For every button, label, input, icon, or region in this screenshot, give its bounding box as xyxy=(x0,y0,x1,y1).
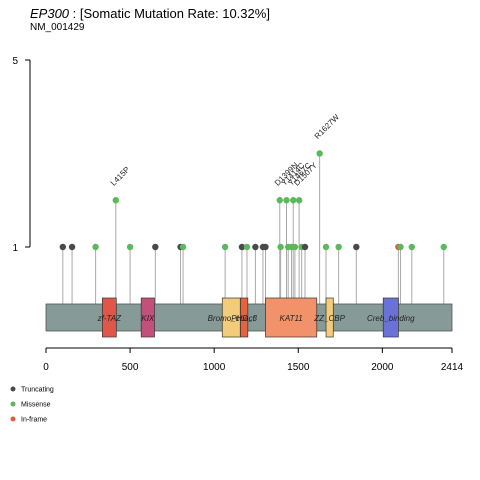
mutation-dot-1165 xyxy=(238,243,246,251)
mutation-dot-1480 xyxy=(291,243,299,251)
mutation-dot-1395 xyxy=(277,243,284,251)
domain-label-kix: KIX xyxy=(141,314,155,323)
mutation-label-r1627w: R1627W xyxy=(313,112,342,141)
x-tick-label-2000: 2000 xyxy=(371,362,394,373)
domain-label-zf-taz: zf-TAZ xyxy=(97,314,123,323)
mutation-dot-500 xyxy=(126,243,134,251)
mutation-dot-1305 xyxy=(262,243,269,251)
domain-zz-cbp xyxy=(325,297,334,338)
domain-label-creb-binding: Creb_binding xyxy=(367,314,415,323)
domain-creb-binding xyxy=(382,297,399,338)
mutation-dot-2175 xyxy=(408,243,416,251)
legend: Truncating Missense In-frame xyxy=(10,386,54,424)
domain-label-kat11: KAT11 xyxy=(279,314,302,323)
chart-subtitle: NM_001429 xyxy=(30,22,85,33)
mutation-dot-1740 xyxy=(335,243,342,251)
mutation-dot-1505 xyxy=(295,197,303,204)
domain-label-phd-3: PHD_3 xyxy=(231,314,257,323)
y-tick-label-5: 5 xyxy=(12,56,18,67)
mutation-dot-1470 xyxy=(290,197,297,204)
mutation-dot-1065 xyxy=(221,243,229,251)
mutation-dot-1430 xyxy=(283,197,290,204)
x-tick-label-2414: 2414 xyxy=(441,362,464,373)
mutation-dots xyxy=(59,150,447,251)
legend-dot-missense xyxy=(10,401,16,407)
mutation-dot-1245 xyxy=(252,243,259,251)
domain-kix xyxy=(140,297,155,338)
legend-dot-truncating xyxy=(10,386,16,392)
domain-phd-3 xyxy=(240,297,249,338)
mutation-dot-1390 xyxy=(276,197,283,204)
mutation-dot-815 xyxy=(179,243,187,251)
mutation-dot-1845 xyxy=(353,243,360,251)
mutation-dot-155 xyxy=(68,243,76,251)
title-gene: EP300 xyxy=(30,6,70,21)
mutation-dot-1540 xyxy=(301,243,309,251)
mutation-label-l415p: L415P xyxy=(109,165,132,188)
domain-kat11 xyxy=(265,297,318,338)
mutation-dot-100 xyxy=(59,243,67,251)
y-tick-label-1: 1 xyxy=(12,243,18,254)
x-tick-label-1000: 1000 xyxy=(203,362,226,373)
mutation-dot-2365 xyxy=(440,243,447,251)
domain-label-zz-cbp: ZZ_CBP xyxy=(313,314,345,323)
chart-title: EP300 : [Somatic Mutation Rate: 10.32%] xyxy=(30,6,270,21)
domain-zf-taz xyxy=(101,297,117,338)
mutation-stems xyxy=(62,153,445,304)
mutation-dot-1627 xyxy=(316,150,323,157)
title-mutation-rate: : [Somatic Mutation Rate: 10.32%] xyxy=(69,6,270,21)
legend-label-in-frame: In-frame xyxy=(21,417,47,424)
mutation-dot-1665 xyxy=(322,243,330,251)
y-axis: 5 1 xyxy=(12,56,31,254)
x-tick-label-1500: 1500 xyxy=(287,362,310,373)
domain-label-bromo-coact: Bromo_coact xyxy=(208,314,256,323)
protein-domains xyxy=(101,297,399,338)
mutation-dot-2108 xyxy=(397,243,404,251)
x-axis: 0 500 1000 1500 2000 2414 xyxy=(43,347,464,373)
mutation-dot-1195 xyxy=(243,243,251,251)
x-tick-label-500: 500 xyxy=(122,362,139,373)
mutation-dot-295 xyxy=(92,243,99,251)
legend-dot-in-frame xyxy=(10,416,16,422)
mutation-dot-415 xyxy=(112,197,119,204)
mutation-dot-650 xyxy=(152,243,159,251)
x-tick-label-0: 0 xyxy=(43,362,49,373)
legend-label-missense: Missense xyxy=(21,402,51,409)
legend-label-truncating: Truncating xyxy=(21,387,54,394)
